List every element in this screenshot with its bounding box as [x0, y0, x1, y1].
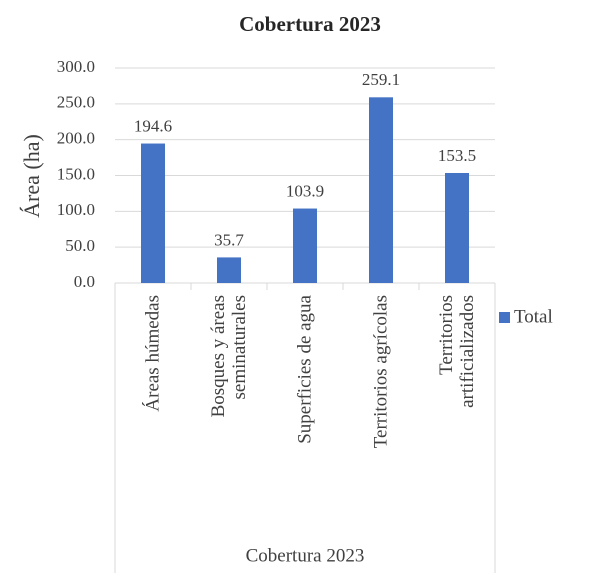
- data-label: 103.9: [286, 181, 324, 200]
- y-axis-title: Área (ha): [19, 134, 44, 218]
- y-tick-label: 250.0: [57, 93, 95, 112]
- bar: [445, 172, 469, 283]
- bar: [369, 97, 393, 283]
- x-axis-title: Cobertura 2023: [246, 545, 365, 566]
- y-tick-label: 150.0: [57, 164, 95, 183]
- y-tick-label: 100.0: [57, 200, 95, 219]
- data-label: 259.1: [362, 70, 400, 89]
- legend-label: Total: [514, 306, 553, 327]
- x-tick-label: Territorios artificializados: [436, 295, 478, 408]
- data-label: 35.7: [214, 230, 244, 249]
- legend-swatch: [499, 312, 510, 323]
- x-tick-label: Áreas húmedas: [142, 295, 164, 412]
- data-label: 194.6: [134, 116, 172, 135]
- y-tick-label: 0.0: [74, 272, 95, 291]
- chart-title: Cobertura 2023: [239, 12, 381, 36]
- y-tick-label: 300.0: [57, 57, 95, 76]
- x-tick-label: Territorios agrícolas: [370, 295, 392, 449]
- y-tick-label: 50.0: [65, 236, 95, 255]
- bar: [141, 143, 165, 283]
- x-tick-label: Superficies de agua: [294, 295, 316, 444]
- x-tick-label: Bosques y áreas seminaturales: [208, 295, 250, 418]
- bar: [293, 208, 317, 283]
- data-label: 153.5: [438, 146, 476, 165]
- bar: [217, 257, 241, 283]
- y-tick-label: 200.0: [57, 129, 95, 148]
